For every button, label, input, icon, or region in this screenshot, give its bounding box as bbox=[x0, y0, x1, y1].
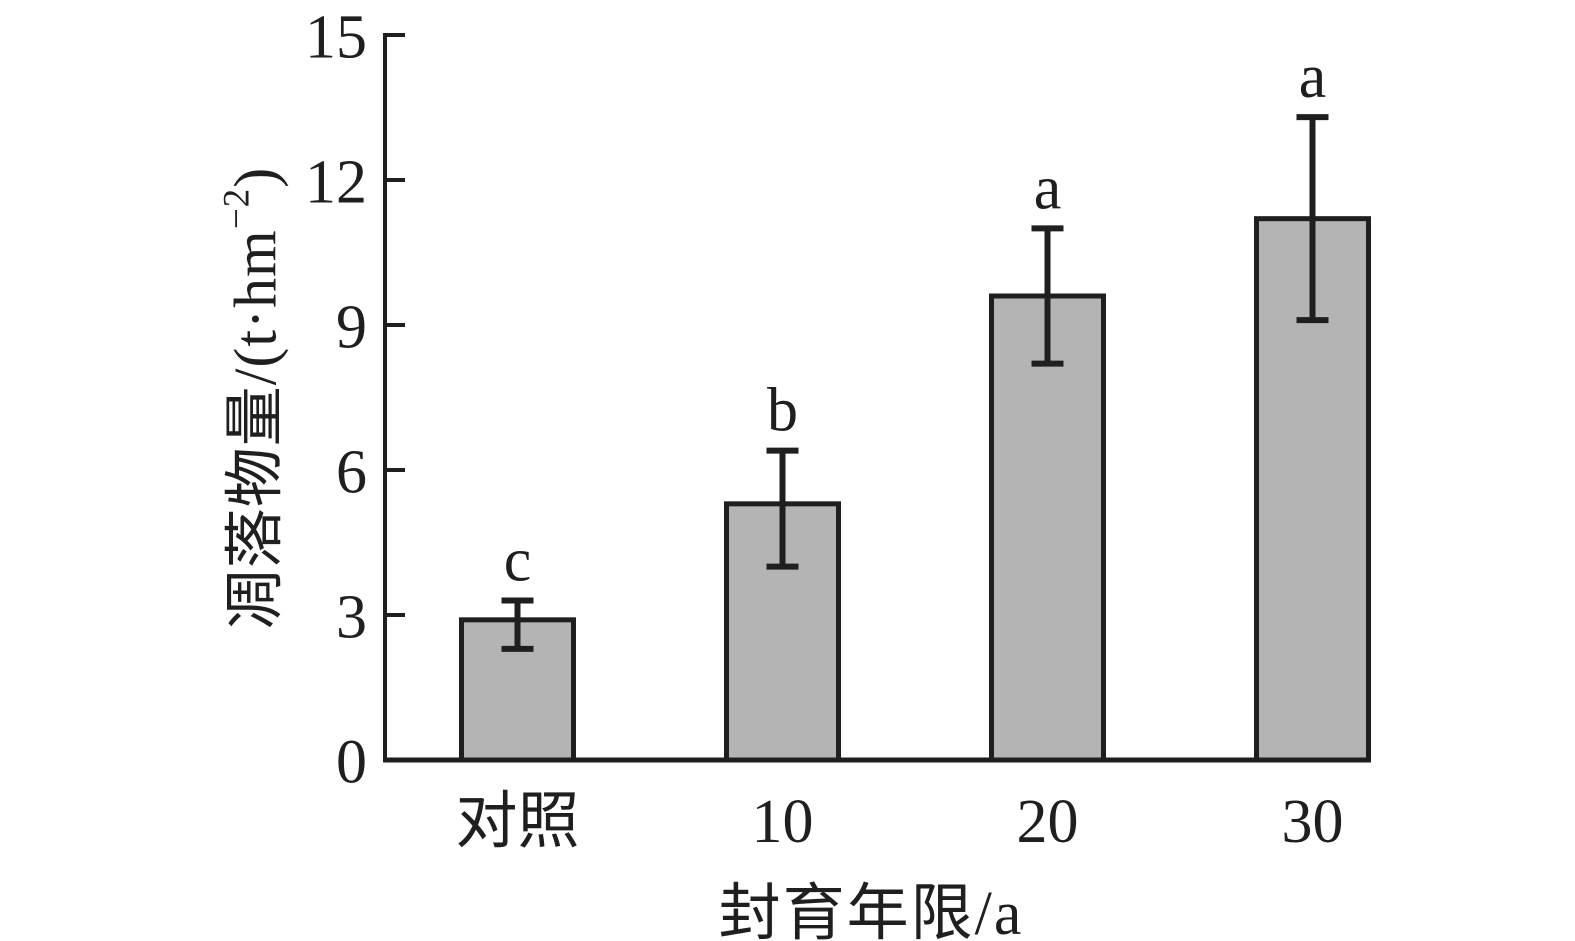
x-tick-label: 20 bbox=[1017, 788, 1079, 856]
x-axis-title: 封育年限/a bbox=[718, 880, 1024, 941]
y-tick-label: 15 bbox=[305, 3, 367, 71]
x-tick-label: 30 bbox=[1282, 788, 1344, 856]
y-tick-label: 3 bbox=[336, 583, 367, 651]
x-tick-label: 对照 bbox=[455, 788, 579, 856]
x-tick-label: 10 bbox=[752, 788, 814, 856]
bar bbox=[989, 293, 1106, 763]
y-axis-title-superscript: −2 bbox=[216, 187, 258, 230]
significance-letter: c bbox=[504, 527, 532, 595]
y-tick-label: 12 bbox=[305, 148, 367, 216]
y-tick-label: 0 bbox=[336, 728, 367, 796]
y-axis-title: 凋落物量/(t·hm−2) bbox=[207, 167, 294, 630]
y-tick-label: 9 bbox=[336, 293, 367, 361]
significance-letter: a bbox=[1034, 154, 1062, 222]
significance-letter: b bbox=[767, 377, 798, 445]
y-tick-label: 6 bbox=[336, 438, 367, 506]
y-axis-title-close: ) bbox=[222, 166, 289, 188]
significance-letter: a bbox=[1299, 43, 1327, 111]
y-axis-title-text: 凋落物量/(t·hm bbox=[222, 229, 289, 630]
